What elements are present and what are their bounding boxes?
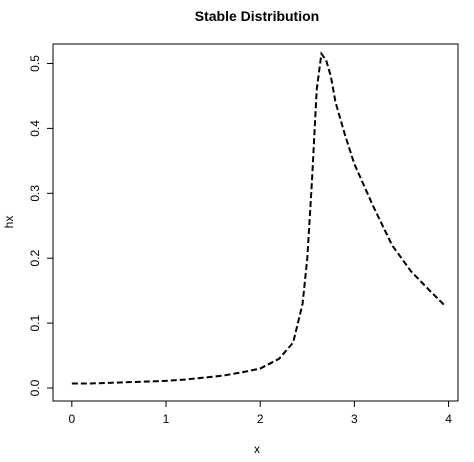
y-axis: 0.0 0.1 0.2 0.3 0.4 0.5 — [28, 55, 53, 396]
y-axis-label: hx — [2, 216, 16, 229]
y-tick-label: 0.5 — [28, 55, 42, 72]
x-axis: 0 1 2 3 4 — [68, 401, 452, 426]
x-tick-label: 3 — [351, 412, 358, 426]
x-tick-label: 0 — [68, 412, 75, 426]
chart-title: Stable Distribution — [195, 8, 319, 24]
x-tick-label: 1 — [163, 412, 170, 426]
plot-frame — [52, 43, 459, 402]
x-tick-label: 2 — [257, 412, 264, 426]
y-tick-label: 0.2 — [28, 250, 42, 267]
x-axis-label: x — [254, 442, 260, 456]
y-tick-label: 0.1 — [28, 314, 42, 331]
y-tick-label: 0.0 — [28, 379, 42, 396]
x-tick-label: 4 — [445, 412, 452, 426]
series-line — [71, 51, 446, 385]
y-tick-label: 0.3 — [28, 185, 42, 202]
y-tick-label: 0.4 — [28, 120, 42, 137]
